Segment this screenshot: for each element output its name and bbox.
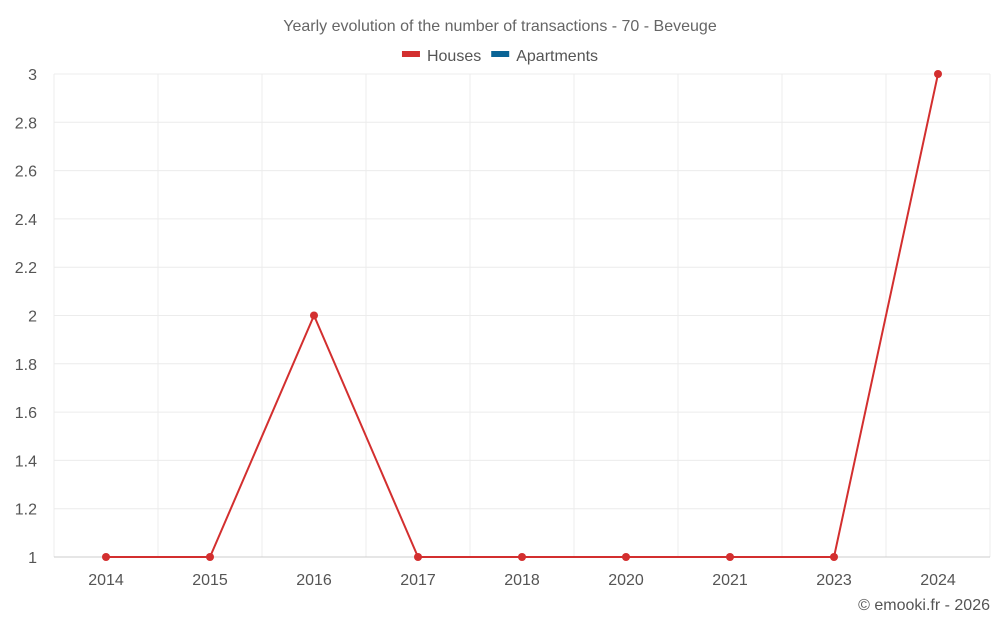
x-tick-label-3: 2017 <box>400 572 436 589</box>
y-tick-label-7: 2.4 <box>15 212 37 229</box>
legend-label-houses: Houses <box>427 48 481 65</box>
y-tick-label-1: 1.2 <box>15 502 37 519</box>
credit-text: © emooki.fr - 2026 <box>858 597 990 614</box>
legend-swatch-houses <box>401 51 420 57</box>
y-tick-label-8: 2.6 <box>15 164 37 181</box>
legend-item-apartments: Apartments <box>491 48 598 65</box>
legend-label-apartments: Apartments <box>516 48 598 65</box>
y-tick-label-0: 1 <box>28 550 37 567</box>
data-point-2017 <box>414 553 422 561</box>
data-point-2014 <box>102 553 110 561</box>
data-point-2018 <box>518 553 526 561</box>
x-tick-label-2: 2016 <box>296 572 332 589</box>
legend: Houses Apartments <box>401 48 598 65</box>
chart-title: Yearly evolution of the number of transa… <box>283 18 717 35</box>
x-tick-label-5: 2020 <box>608 572 644 589</box>
x-tick-label-8: 2024 <box>920 572 956 589</box>
series-layer <box>102 70 942 561</box>
x-tick-label-1: 2015 <box>192 572 228 589</box>
x-axis: 2014 2015 2016 2017 2018 2020 2021 2023 2024 <box>88 572 956 589</box>
x-tick-label-7: 2023 <box>816 572 852 589</box>
y-tick-label-5: 2 <box>28 309 37 326</box>
y-tick-label-2: 1.4 <box>15 453 37 470</box>
y-axis: 1 1.2 1.4 1.6 1.8 2 2.2 2.4 2.6 2.8 3 <box>15 67 37 567</box>
legend-item-houses: Houses <box>401 48 481 65</box>
data-point-2020 <box>622 553 630 561</box>
data-point-2024 <box>934 70 942 78</box>
data-point-2021 <box>726 553 734 561</box>
y-tick-label-4: 1.8 <box>15 357 37 374</box>
y-tick-label-6: 2.2 <box>15 260 37 277</box>
x-tick-label-4: 2018 <box>504 572 540 589</box>
data-point-2023 <box>830 553 838 561</box>
x-tick-label-6: 2021 <box>712 572 748 589</box>
legend-swatch-apartments <box>491 51 510 57</box>
x-tick-label-0: 2014 <box>88 572 124 589</box>
data-point-2015 <box>206 553 214 561</box>
y-tick-label-9: 2.8 <box>15 115 37 132</box>
y-tick-label-10: 3 <box>28 67 37 84</box>
y-tick-label-3: 1.6 <box>15 405 37 422</box>
data-point-2016 <box>310 311 318 320</box>
